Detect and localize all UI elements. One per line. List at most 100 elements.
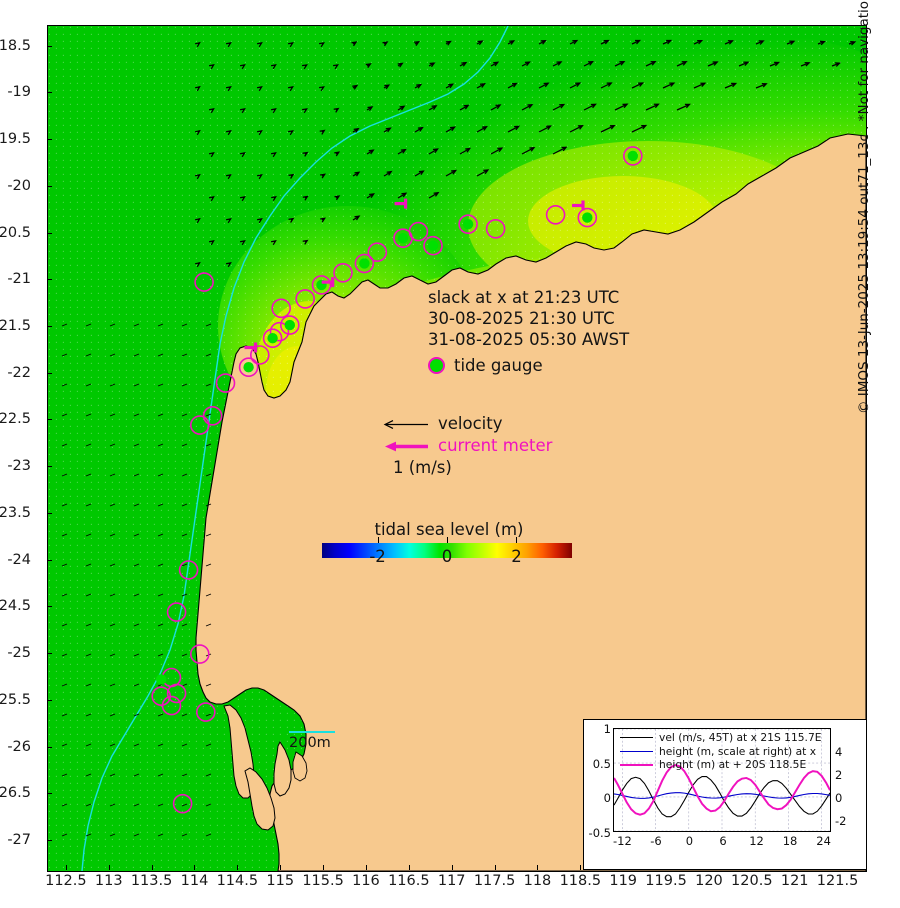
- y-tick-mark: [47, 840, 52, 842]
- x-tick-label: 120.5: [731, 873, 773, 889]
- x-tick-label: 114.5: [216, 873, 259, 889]
- current-meter-arrow-icon: [385, 441, 428, 451]
- colorbar-tick-label: 2: [511, 547, 522, 566]
- station-markers: [151, 146, 643, 814]
- inset-left-tick-label: 1: [603, 722, 611, 736]
- x-tick-mark: [408, 865, 410, 870]
- y-tick-label: -21.5: [0, 317, 31, 334]
- x-tick-label: 113: [94, 873, 123, 889]
- depth-contour-label: 200m: [289, 735, 331, 751]
- inset-left-tick-label: 0.5: [592, 756, 611, 771]
- velocity-scale-label: 1 (m/s): [393, 458, 452, 477]
- y-tick-label: -26.5: [0, 785, 31, 802]
- x-tick-label: 121: [780, 873, 809, 889]
- legend-line-velocity-icon: [620, 737, 653, 739]
- current-meter-label: current meter: [438, 436, 553, 455]
- annotation-line-3: 31-08-2025 05:30 AWST: [428, 330, 630, 349]
- inset-right-tick-label: 4: [835, 745, 843, 760]
- inset-x-tick-label: 0: [685, 834, 694, 848]
- y-tick-label: -19.5: [0, 131, 31, 148]
- slack-time-annotation: slack at x at 21:23 UTC 30-08-2025 21:30…: [428, 287, 629, 350]
- inset-x-tick-label: 12: [749, 834, 764, 848]
- legend-line-height-plus-icon: [620, 763, 653, 766]
- credit-text: © IMOS 13-Jun-2025 13:19:54 out71_13c . …: [856, 0, 872, 414]
- x-tick-label: 117: [437, 873, 466, 889]
- y-tick-mark: [47, 419, 52, 421]
- colorbar-tick-label: 0: [441, 547, 453, 566]
- x-tick-mark: [537, 865, 539, 870]
- y-tick-mark: [47, 653, 52, 655]
- inset-x-tick-label: -12: [612, 834, 632, 848]
- x-tick-label: 119.5: [645, 873, 687, 889]
- annotation-line-2: 30-08-2025 21:30 UTC: [428, 309, 615, 328]
- velocity-arrow-icon: [383, 419, 428, 429]
- y-tick-label: -25: [7, 645, 31, 662]
- x-tick-mark: [65, 865, 67, 870]
- ocean-field-layer: [48, 26, 866, 871]
- x-tick-label: 116.5: [388, 873, 430, 889]
- land-polygon: [195, 133, 866, 871]
- x-tick-label: 115.5: [302, 873, 344, 889]
- current-meter-legend-row: current meter: [383, 435, 552, 457]
- legend-label-velocity: vel (m/s, 45T) at x 21S 115.7E: [659, 731, 822, 744]
- colorbar-tick-label: -2: [369, 547, 386, 566]
- y-tick-label: -21: [7, 271, 31, 288]
- y-tick-label: -23.5: [0, 504, 31, 521]
- inset-x-tick-label: -6: [650, 834, 662, 848]
- y-tick-label: -20.5: [0, 224, 31, 241]
- x-tick-mark: [194, 865, 196, 870]
- y-tick-label: -22.5: [0, 411, 31, 428]
- x-tick-label: 116: [352, 873, 380, 889]
- colorbar-tick-mark: [516, 537, 518, 543]
- y-tick-label: -27: [7, 832, 31, 849]
- x-tick-label: 118.5: [559, 873, 602, 889]
- x-tick-mark: [237, 865, 239, 870]
- colorbar-tick-mark: [447, 537, 448, 543]
- y-tick-mark: [47, 466, 52, 468]
- depth-contour-200m: [81, 26, 509, 871]
- y-tick-label: -18.5: [0, 37, 31, 54]
- colorbar: tidal sea level (m) -2 0 2: [320, 520, 578, 566]
- y-tick-mark: [47, 185, 52, 187]
- y-tick-label: -23: [7, 458, 31, 475]
- x-tick-mark: [494, 865, 496, 870]
- x-tick-mark: [323, 865, 325, 870]
- x-tick-label: 120: [695, 873, 723, 889]
- x-tick-label: 121.5: [816, 873, 859, 889]
- y-tick-mark: [47, 325, 52, 327]
- x-tick-mark: [580, 865, 582, 870]
- y-tick-label: -22: [7, 364, 31, 381]
- y-tick-label: -25.5: [0, 691, 31, 708]
- tide-gauge-label: tide gauge: [454, 356, 543, 375]
- velocity-label: velocity: [438, 414, 503, 433]
- x-tick-mark: [108, 865, 110, 870]
- map-axes: [47, 25, 867, 872]
- inset-legend: vel (m/s, 45T) at x 21S 115.7E height (m…: [620, 731, 822, 772]
- annotation-line-1: slack at x at 21:23 UTC: [428, 288, 620, 307]
- colorbar-tick-mark: [377, 537, 379, 543]
- x-tick-label: 117.5: [473, 873, 516, 889]
- x-tick-mark: [151, 865, 153, 870]
- inset-right-tick-label: 2: [835, 768, 843, 783]
- inset-x-tick-label: 6: [719, 834, 727, 848]
- velocity-legend-row: velocity: [383, 413, 552, 435]
- tide-gauge-icon: [428, 357, 445, 374]
- y-tick-mark: [47, 232, 52, 234]
- x-tick-label: 112.5: [45, 873, 87, 889]
- y-tick-label: -20: [7, 177, 31, 194]
- depth-contour-line-icon: [289, 731, 335, 733]
- depth-contour-legend: 200m: [289, 731, 335, 751]
- timeseries-axes: 1 0.5 0 -0.5 4 2 0 -2 -12 -6 0 6 12 18 24: [589, 722, 847, 848]
- legend-label-height-x: height (m, scale at right) at x: [659, 744, 817, 758]
- y-tick-label: -19: [7, 84, 31, 101]
- inset-right-tick-label: -2: [835, 814, 847, 829]
- inset-left-tick-label: -0.5: [588, 826, 611, 840]
- x-tick-label: 118: [523, 873, 552, 889]
- y-tick-mark: [47, 279, 52, 281]
- x-tick-label: 113.5: [130, 873, 173, 889]
- inset-right-tick-label: 0: [835, 791, 843, 806]
- timeseries-inset: 1 0.5 0 -0.5 4 2 0 -2 -12 -6 0 6 12 18 24 vel (m/s, …: [583, 719, 867, 870]
- inset-x-tick-label: 18: [782, 834, 798, 848]
- x-tick-label: 119: [609, 873, 638, 889]
- y-tick-mark: [47, 606, 52, 608]
